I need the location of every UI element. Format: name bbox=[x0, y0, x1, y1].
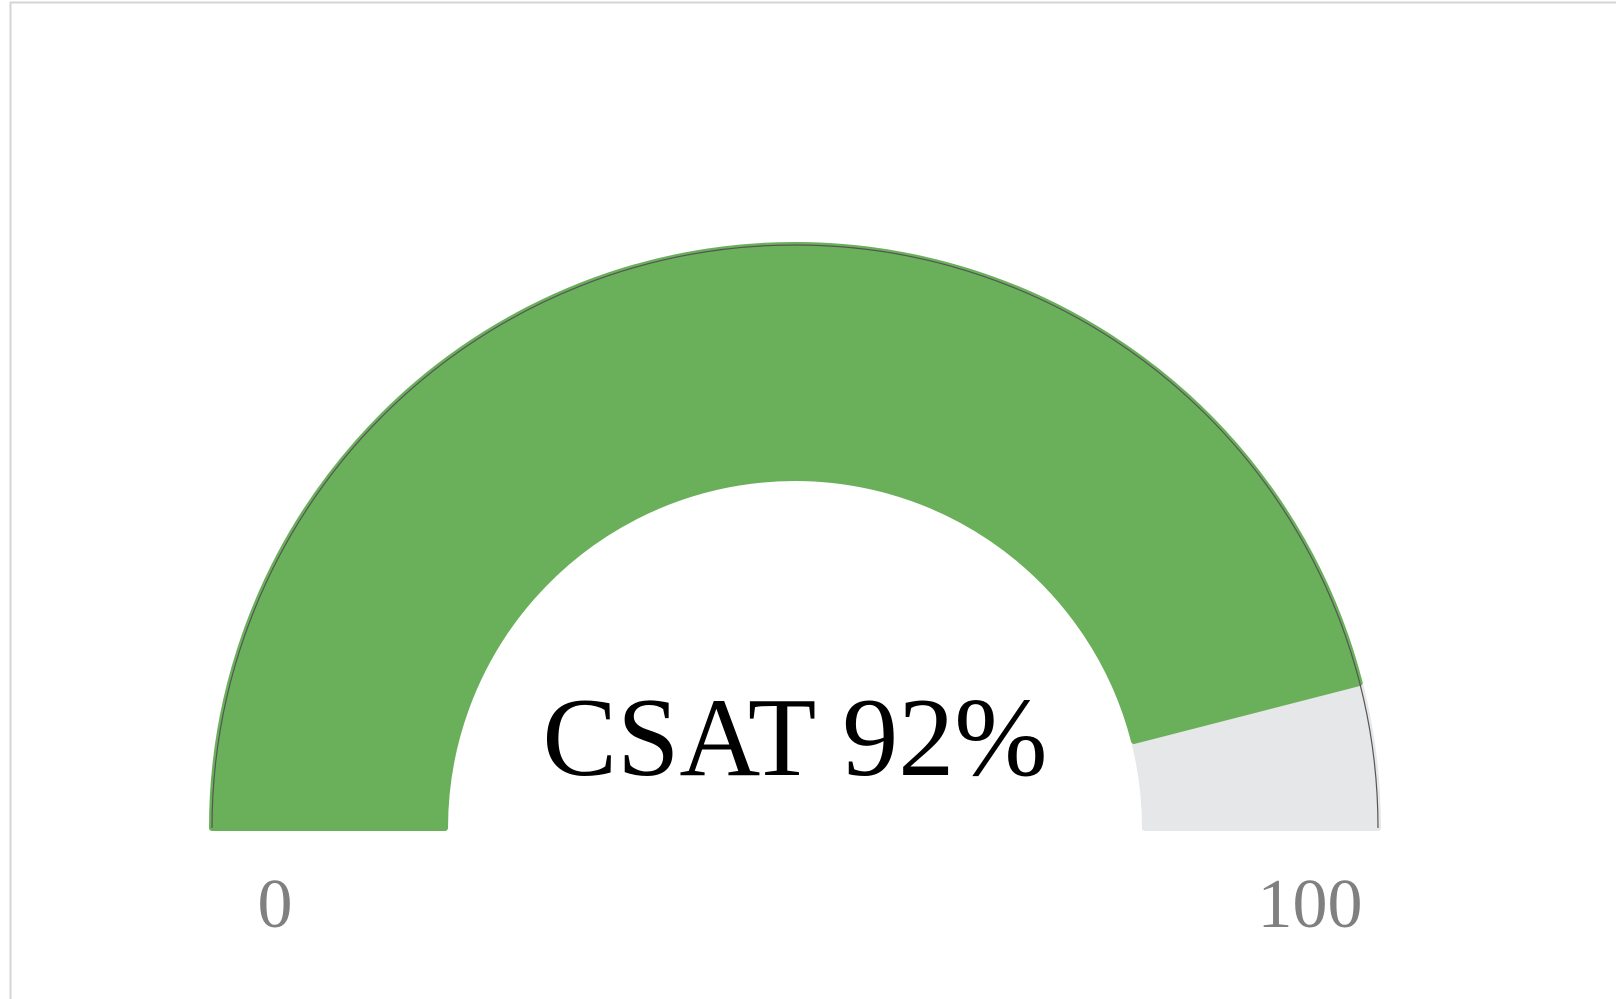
panel-border bbox=[9, 1, 1616, 999]
gauge-outline bbox=[211, 244, 1379, 829]
range-label: 0 bbox=[258, 866, 293, 943]
range-label: 100 bbox=[1258, 866, 1363, 943]
gauge-label: CSAT 92% bbox=[542, 676, 1047, 800]
